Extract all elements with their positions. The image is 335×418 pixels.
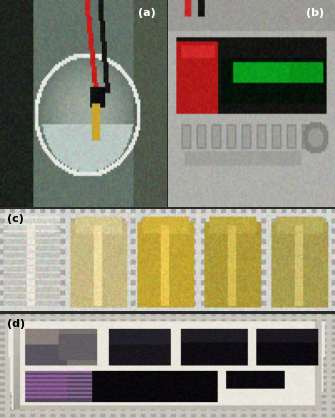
Text: (b): (b) (306, 8, 324, 18)
Text: (a): (a) (138, 8, 156, 18)
Text: (c): (c) (7, 214, 23, 224)
Text: (d): (d) (7, 319, 25, 329)
